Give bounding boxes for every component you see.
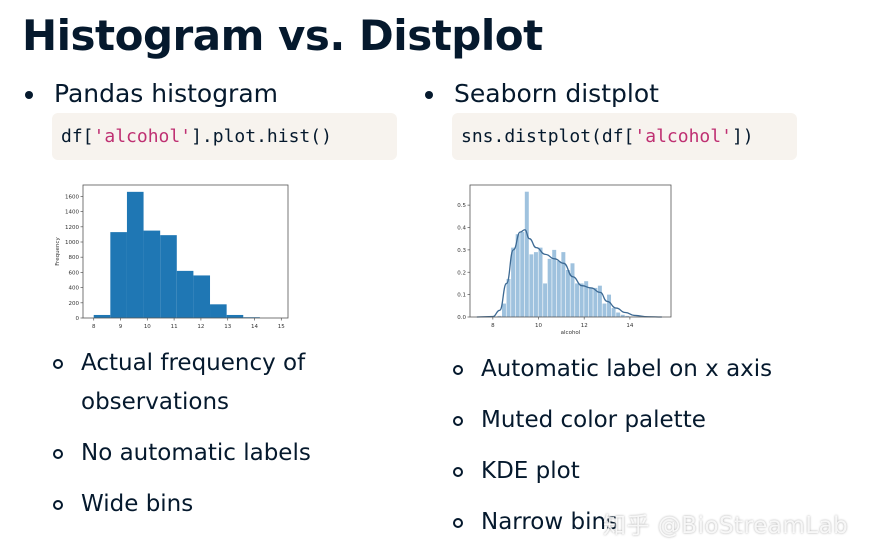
svg-text:10: 10 — [144, 324, 151, 330]
circle-bullet-icon — [453, 416, 463, 426]
circle-bullet-icon — [53, 449, 63, 459]
bullet-icon — [25, 91, 33, 99]
svg-text:400: 400 — [69, 286, 80, 292]
svg-text:9: 9 — [119, 324, 123, 330]
svg-text:0: 0 — [76, 316, 80, 322]
circle-bullet-icon — [453, 467, 463, 477]
svg-text:1000: 1000 — [65, 240, 79, 246]
svg-text:0.2: 0.2 — [457, 270, 466, 276]
svg-text:12: 12 — [581, 323, 588, 329]
svg-text:12: 12 — [197, 324, 204, 330]
svg-text:Frequency: Frequency — [55, 237, 61, 266]
svg-text:11: 11 — [171, 324, 178, 330]
circle-bullet-icon — [53, 500, 63, 510]
svg-text:1600: 1600 — [65, 194, 79, 200]
svg-text:alcohol: alcohol — [561, 330, 581, 336]
bullet-icon — [425, 91, 433, 99]
svg-text:200: 200 — [69, 301, 80, 307]
svg-text:10: 10 — [535, 323, 542, 329]
pandas-code-block: df['alcohol'].plot.hist() — [52, 113, 397, 160]
svg-text:0.4: 0.4 — [457, 226, 466, 232]
watermark: 知乎 @BioStreamLab — [603, 513, 849, 539]
svg-text:800: 800 — [69, 255, 80, 261]
svg-text:8: 8 — [92, 324, 96, 330]
svg-text:8: 8 — [491, 323, 495, 329]
svg-text:1400: 1400 — [65, 210, 79, 216]
svg-text:1200: 1200 — [65, 225, 79, 231]
svg-text:0.3: 0.3 — [457, 248, 466, 254]
circle-bullet-icon — [453, 365, 463, 375]
svg-text:13: 13 — [224, 324, 231, 330]
svg-text:600: 600 — [69, 270, 80, 276]
seaborn-code-block: sns.distplot(df['alcohol']) — [452, 113, 797, 160]
svg-text:14: 14 — [626, 323, 633, 329]
svg-text:14: 14 — [251, 324, 258, 330]
seaborn-distplot: 8 10 12 14 0.0 0.1 0.2 0.3 0.4 0.5 alcohol — [457, 184, 672, 336]
svg-text:0.5: 0.5 — [457, 203, 466, 209]
circle-bullet-icon — [453, 518, 463, 528]
pandas-histogram: 8 9 10 11 12 13 14 15 0 200 400 600 800 1000 1200 1400 1… — [55, 184, 289, 330]
slide-title: Histogram vs. Distplot — [22, 11, 543, 60]
svg-text:0.1: 0.1 — [457, 293, 466, 299]
svg-text:15: 15 — [278, 324, 285, 330]
svg-text:0.0: 0.0 — [457, 315, 466, 321]
circle-bullet-icon — [53, 359, 63, 369]
